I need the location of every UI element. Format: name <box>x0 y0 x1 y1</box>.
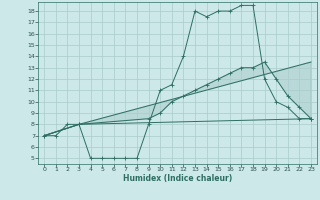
Polygon shape <box>44 62 311 136</box>
X-axis label: Humidex (Indice chaleur): Humidex (Indice chaleur) <box>123 174 232 183</box>
